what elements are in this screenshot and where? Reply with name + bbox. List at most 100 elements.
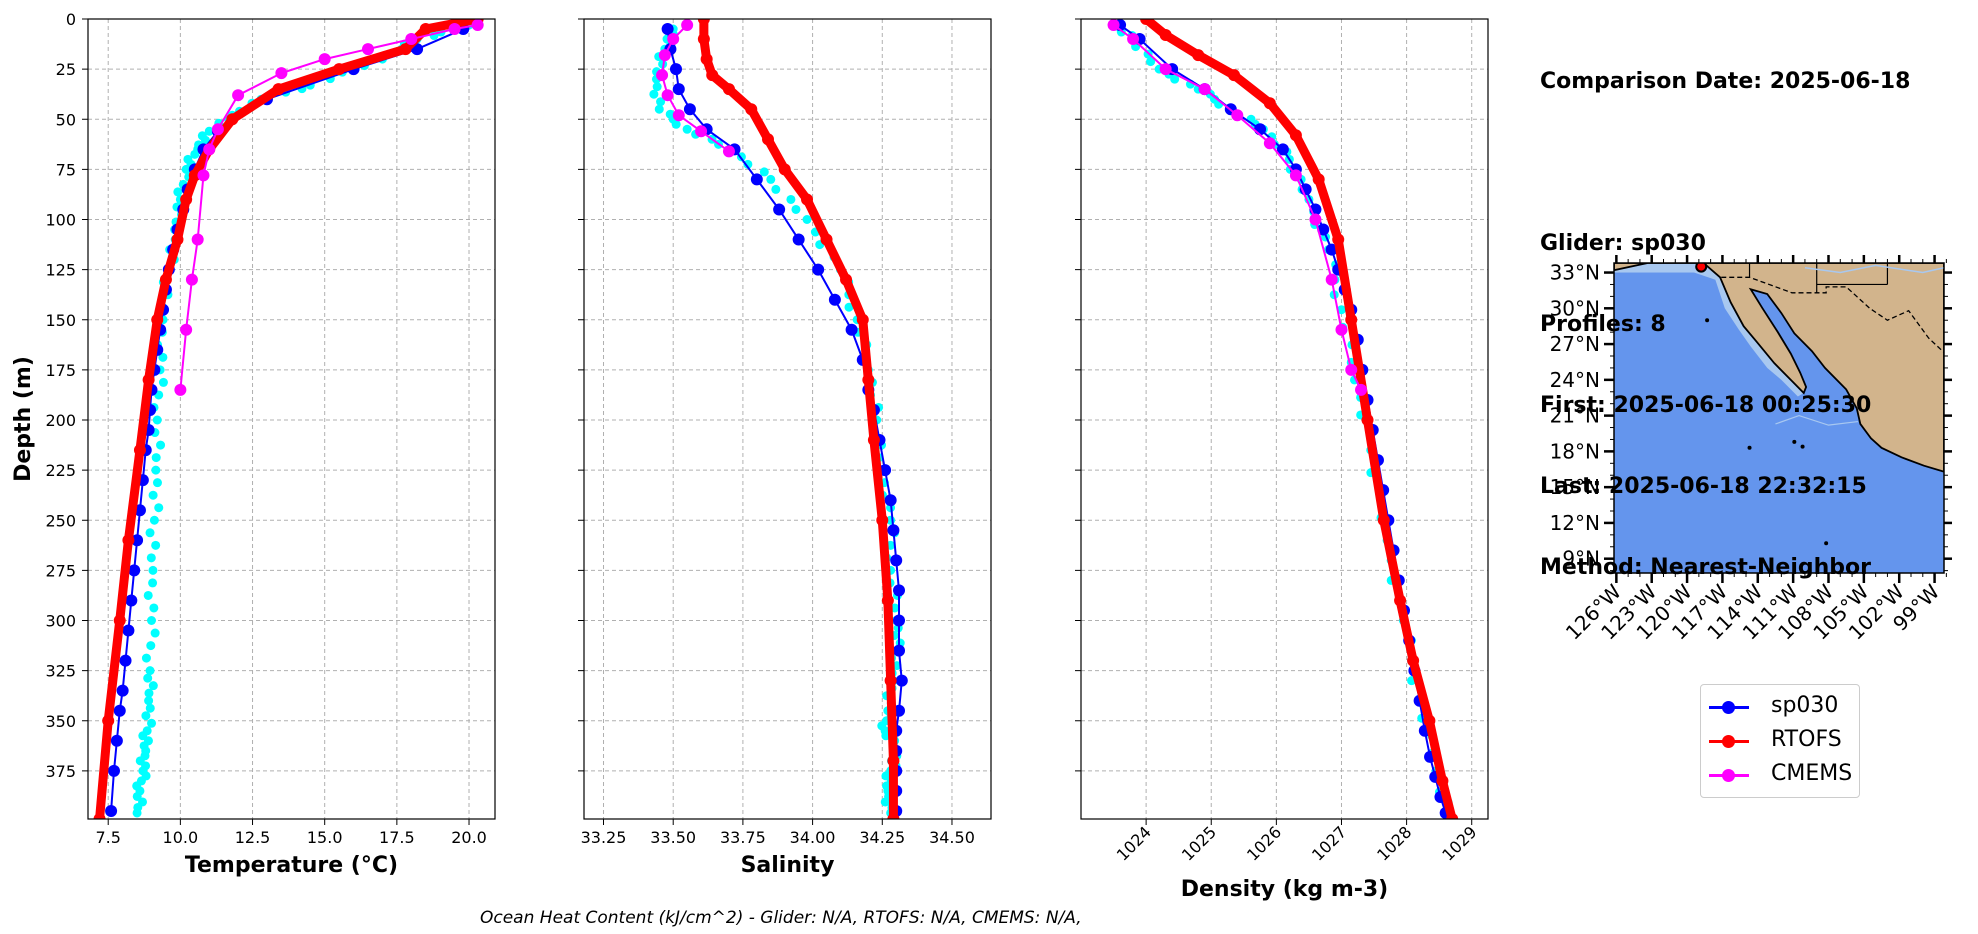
data-point-raw [173,187,183,197]
glider-name: Glider: sp030 [1540,231,1706,256]
river [1804,264,1944,274]
series-cmems [1107,19,1368,396]
data-point-glider [895,674,908,687]
data-point-rtofs [159,273,172,286]
data-point-raw [786,194,796,204]
data-point-glider [890,554,903,567]
data-point-cmems [1289,169,1302,182]
series-raw [1109,20,1453,818]
data-point-rtofs [1407,654,1420,667]
data-point-rtofs [1377,514,1390,527]
data-point-rtofs [820,233,833,246]
data-point-rtofs [1263,97,1276,110]
data-point-glider [1276,143,1289,156]
data-point-cmems [203,143,216,156]
data-point-raw [158,377,168,387]
data-point-rtofs [1332,233,1345,246]
series-rtofs [93,19,484,819]
plot-area [649,19,908,819]
data-point-raw [682,124,692,134]
y-tick-label: 75 [56,160,76,179]
data-point-cmems [1107,19,1120,32]
data-point-glider [773,203,786,216]
data-point-glider [669,63,682,76]
data-point-cmems [361,43,374,56]
data-point-rtofs [113,614,126,627]
data-point-rtofs [778,163,791,176]
data-point-cmems [180,323,193,336]
data-point-rtofs [399,43,412,56]
data-point-rtofs [1446,813,1459,819]
data-point-glider [845,323,858,336]
x-tick-label: 10.0 [163,828,199,847]
data-point-raw [147,616,157,626]
data-point-raw [156,440,166,450]
data-point-raw [152,478,162,488]
legend-marker-icon [1722,735,1735,748]
data-point-glider [828,293,841,306]
x-tick-label: 15.0 [307,828,343,847]
data-point-glider [1325,243,1338,256]
salinity-profile-chart: 33.25 33.50 33.75 34.00 34.25 34.50 Salinity [578,18,992,878]
data-point-cmems [232,89,245,102]
y-tick-label: 125 [45,261,76,280]
data-point-cmems [1231,109,1244,122]
series-rtofs [697,19,900,819]
data-point-rtofs [272,83,285,96]
data-point-rtofs [887,754,900,767]
data-point-raw [147,718,157,728]
series-raw [649,24,905,818]
data-point-raw [844,302,854,312]
map-latitude-label: 27°N [1550,332,1600,356]
y-tick-label: 225 [45,461,76,480]
data-point-raw [141,711,151,721]
data-point-raw [148,565,158,575]
data-point-rtofs [1289,129,1302,142]
map-latitude-label: 33°N [1550,261,1600,285]
ocean-heat-content-note: Ocean Heat Content (kJ/cm^2) - Glider: N… [480,908,1082,928]
series-line-rtofs [699,19,898,819]
temperature-profile-chart: 7.5 10.0 12.5 15.0 17.5 20.0 0 25 50 75 100 125 150 1… [11,10,496,878]
data-point-rtofs [856,313,869,326]
data-point-rtofs [697,19,710,25]
x-tick-label: 20.0 [451,828,487,847]
x-tick-label: 1028 [1373,822,1415,864]
data-point-cmems [405,33,418,46]
map-latitude-label: 21°N [1550,404,1600,428]
y-tick-label: 200 [45,411,76,430]
data-point-cmems [211,123,224,136]
data-point-rtofs [1140,19,1153,25]
y-tick-label: 150 [45,311,76,330]
data-point-rtofs [887,813,900,819]
data-point-glider [887,524,900,537]
x-tick-label: 17.5 [379,828,415,847]
x-axis-label: Density (kg m-3) [1181,877,1389,902]
data-point-raw [143,590,153,600]
x-tick-label: 34.00 [790,828,836,847]
data-point-glider [105,804,118,817]
data-point-rtofs [333,63,346,76]
data-point-rtofs [801,193,814,206]
data-point-raw [877,721,887,731]
last-time: Last: 2025-06-18 22:32:15 [1540,474,1867,499]
data-point-rtofs [122,534,135,547]
y-tick-label: 100 [45,211,76,230]
data-point-cmems [1127,33,1140,46]
map-latitude-label: 18°N [1550,439,1600,463]
legend-label: RTOFS [1771,727,1842,752]
y-tick-label: 325 [45,662,76,681]
legend-item-cmems: CMEMS [1701,759,1859,793]
first-time: First: 2025-06-18 00:25:30 [1540,393,1872,418]
y-tick-label: 250 [45,511,76,530]
data-point-raw [148,490,158,500]
data-point-rtofs [884,674,897,687]
data-point-cmems [1345,363,1358,376]
y-tick-label: 375 [45,762,76,781]
data-point-cmems [275,67,288,80]
data-point-glider [1254,123,1267,136]
data-point-rtofs [1192,49,1205,62]
data-point-rtofs [1361,414,1374,427]
x-tick-label: 12.5 [235,828,271,847]
island [1792,439,1797,444]
data-point-rtofs [1228,69,1241,82]
